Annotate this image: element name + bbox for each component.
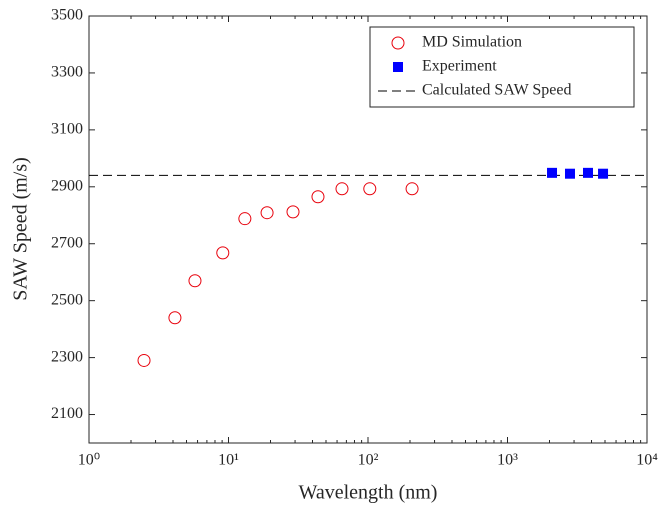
experiment-point [564, 168, 575, 179]
md-point [238, 212, 252, 226]
md-point [216, 246, 230, 260]
legend-marker [393, 62, 403, 72]
md-point [311, 190, 325, 204]
legend-marker [391, 36, 405, 50]
y-tick-label: 2300 [51, 348, 83, 365]
x-axis-label: Wavelength (nm) [299, 482, 438, 504]
x-tick-label: 10⁰ [78, 452, 100, 469]
y-tick-label: 2500 [51, 291, 83, 308]
md-point [188, 274, 202, 288]
md-point [363, 182, 377, 196]
experiment-point [598, 168, 609, 179]
md-point [286, 205, 300, 219]
experiment-point [582, 167, 593, 178]
x-tick-label: 10² [358, 452, 379, 469]
y-tick-label: 2100 [51, 405, 83, 422]
legend-label: Calculated SAW Speed [422, 82, 572, 99]
x-tick-label: 10⁴ [636, 452, 658, 469]
md-point [137, 353, 151, 367]
y-tick-label: 2700 [51, 234, 83, 251]
md-point [168, 311, 182, 325]
md-point [405, 182, 419, 196]
y-axis-label: SAW Speed (m/s) [10, 157, 32, 301]
legend-box [369, 26, 635, 108]
y-tick-label: 2900 [51, 177, 83, 194]
legend-label: Experiment [422, 58, 497, 75]
md-point [260, 206, 274, 220]
experiment-point [547, 167, 558, 178]
y-tick-label: 3300 [51, 64, 83, 81]
x-tick-label: 10¹ [218, 452, 239, 469]
y-tick-label: 3100 [51, 121, 83, 138]
legend-label: MD Simulation [422, 34, 522, 51]
x-tick-label: 10³ [497, 452, 518, 469]
y-tick-label: 3500 [51, 7, 83, 24]
md-point [335, 182, 349, 196]
